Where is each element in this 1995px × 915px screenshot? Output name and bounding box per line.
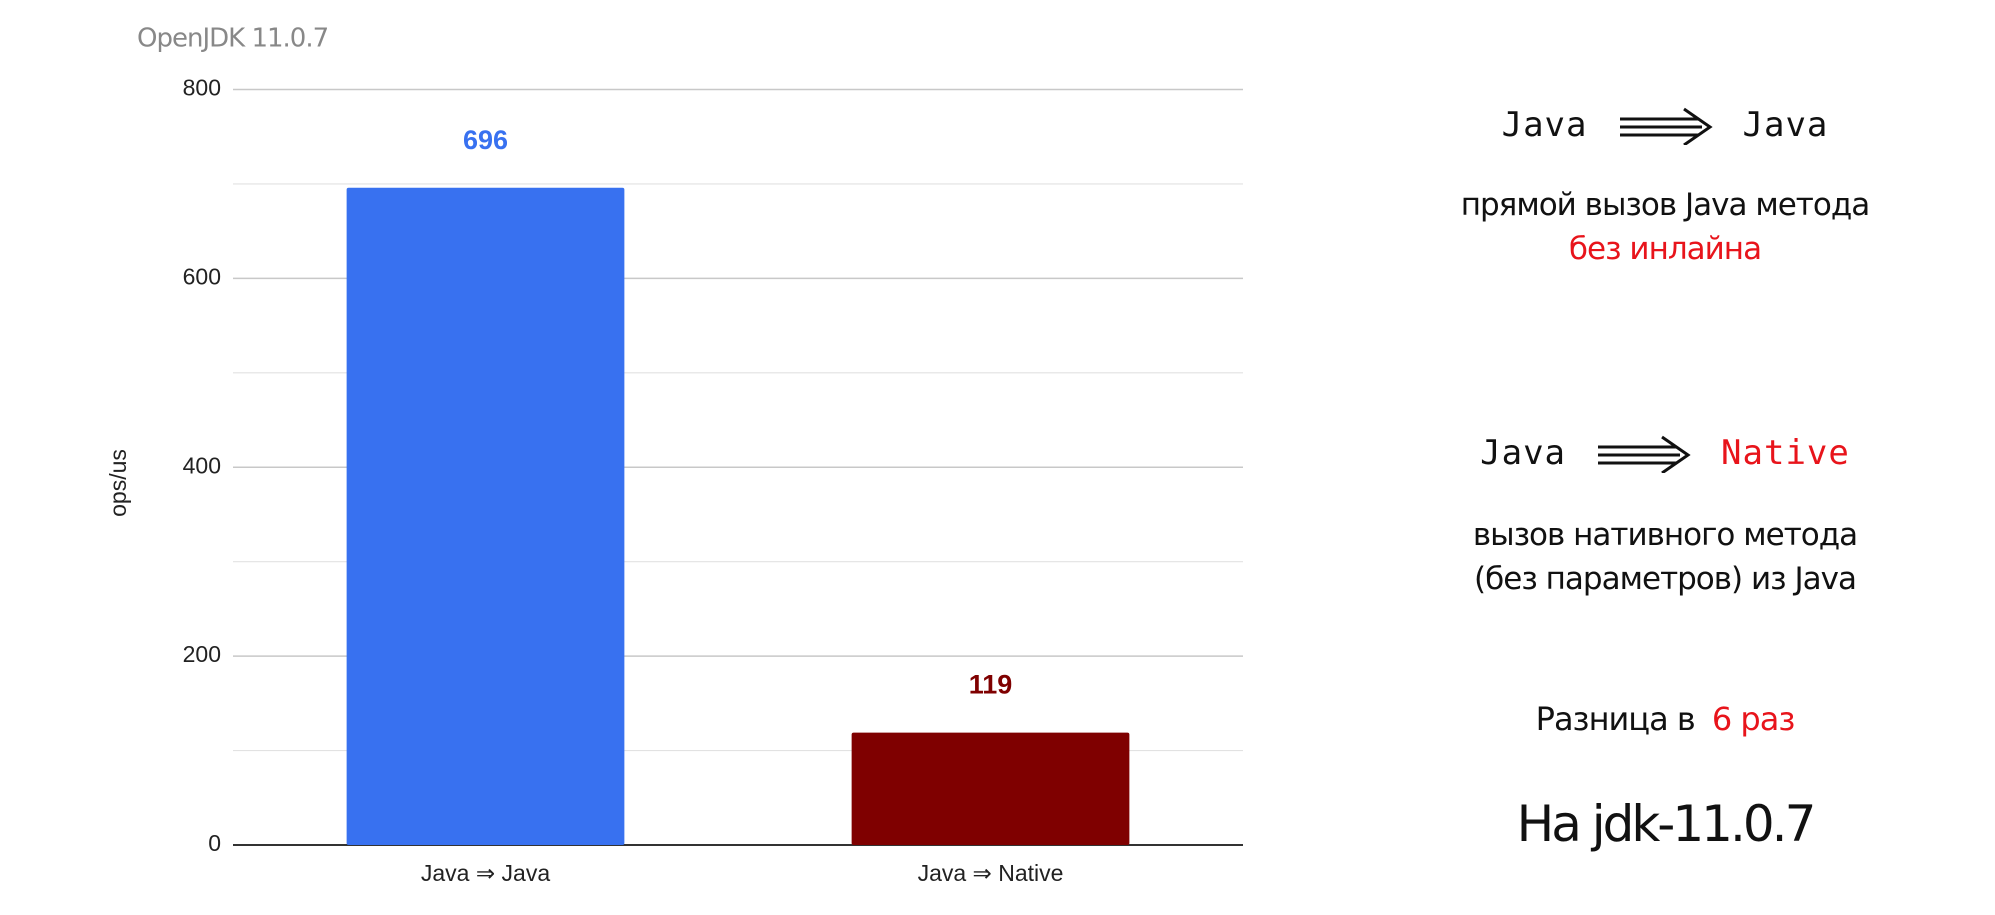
bar xyxy=(851,732,1130,845)
call-to: Native xyxy=(1721,433,1850,473)
bar xyxy=(346,187,625,846)
chart-title: OpenJDK 11.0.7 xyxy=(137,24,328,54)
y-tick-label: 600 xyxy=(183,263,221,289)
arrow xyxy=(1619,107,1713,145)
note-desc: (без параметров) из Java xyxy=(1474,561,1857,597)
note-desc: прямой вызов Java метода xyxy=(1460,187,1871,223)
x-tick-label: Java ⇒ Java xyxy=(421,860,550,886)
note-highlight: без инлайна xyxy=(1568,231,1762,267)
call-from: Java xyxy=(1480,433,1567,473)
diff-text: Разница в xyxy=(1535,700,1696,738)
note-diff: Разница в 6 раз xyxy=(1400,700,1930,738)
y-tick-label: 200 xyxy=(183,641,221,667)
note-call2: Java Native вызов нативного метода (без … xyxy=(1400,433,1930,597)
footer: На jdk-11.0.7 xyxy=(1516,795,1817,853)
y-axis-label: ops/us xyxy=(105,449,131,517)
call-row: Java Native xyxy=(1400,433,1930,473)
chart: OpenJDK 11.0.7 ops/us 0 200 400 600 800 Java … xyxy=(105,24,1243,886)
x-tick-label: Java ⇒ Native xyxy=(918,860,1064,886)
value-label: 696 xyxy=(463,125,508,155)
note-call1: Java Java прямой вызов Java метода без и… xyxy=(1400,105,1930,267)
value-label: 119 xyxy=(969,670,1013,700)
note-desc: вызов нативного метода xyxy=(1472,517,1858,553)
diff-highlight: 6 раз xyxy=(1711,700,1795,738)
y-tick-label: 0 xyxy=(208,830,221,856)
arrow xyxy=(1598,435,1691,473)
call-row: Java Java xyxy=(1400,105,1930,145)
call-to: Java xyxy=(1742,105,1829,145)
y-tick-label: 400 xyxy=(183,452,221,478)
y-tick-label: 800 xyxy=(183,75,221,101)
call-from: Java xyxy=(1501,105,1588,145)
